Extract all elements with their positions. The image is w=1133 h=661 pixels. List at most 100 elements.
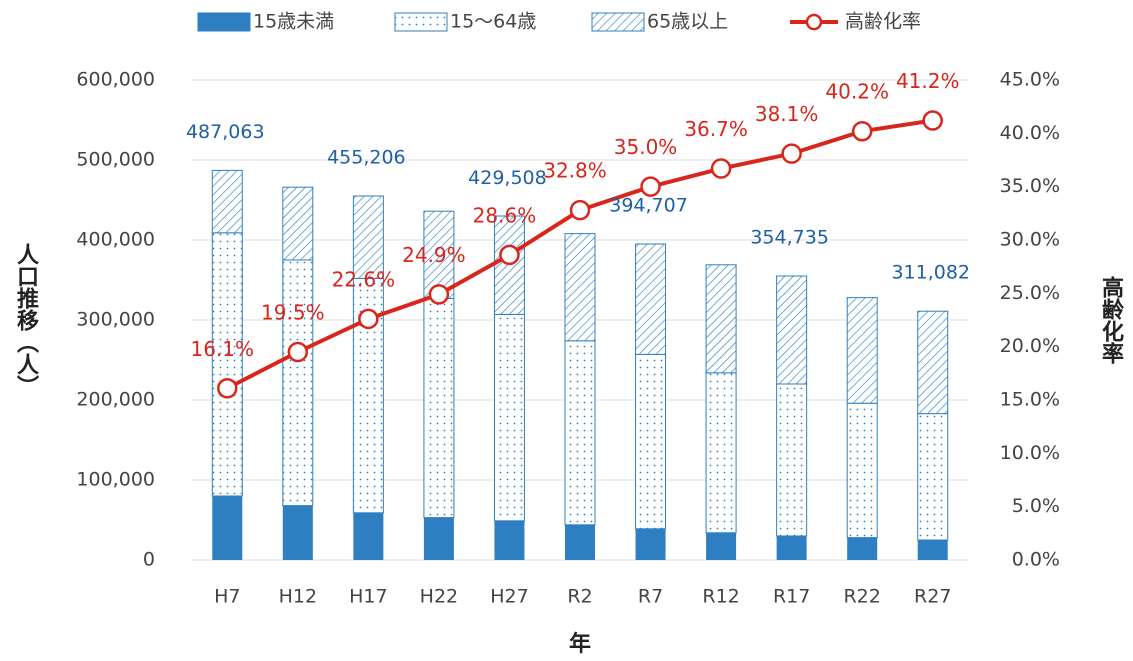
rate-marker bbox=[428, 284, 450, 305]
y-tick-label: 0 bbox=[143, 549, 155, 571]
bar-segment bbox=[282, 505, 313, 560]
x-tick-label: R27 bbox=[914, 586, 951, 608]
rate-marker bbox=[569, 199, 591, 221]
bar-segment bbox=[353, 512, 384, 560]
y2-tick-label: 25.0% bbox=[1000, 282, 1060, 304]
bar-segment bbox=[564, 233, 596, 342]
rate-label: 28.6% bbox=[473, 203, 537, 227]
y2-tick-label: 35.0% bbox=[1000, 175, 1060, 197]
bar-segment bbox=[282, 259, 314, 507]
bar-segment bbox=[635, 353, 667, 530]
bar-segment bbox=[917, 540, 948, 560]
bar-segment bbox=[423, 297, 455, 519]
y2-tick-label: 45.0% bbox=[1000, 69, 1060, 91]
legend-swatch bbox=[394, 12, 448, 32]
bar-segment bbox=[776, 536, 807, 560]
bar-segment bbox=[846, 297, 878, 404]
legend-label: 15歳未満 bbox=[253, 11, 334, 33]
bar-segment bbox=[494, 520, 525, 560]
legend-label: 15～64歳 bbox=[450, 11, 536, 33]
bar-segment bbox=[423, 517, 454, 560]
rate-label: 41.2% bbox=[896, 69, 960, 93]
rate-label: 19.5% bbox=[261, 301, 325, 325]
total-label: 354,735 bbox=[750, 227, 829, 249]
x-tick-label: H22 bbox=[420, 586, 458, 608]
legend-marker bbox=[805, 13, 823, 31]
x-tick-label: H12 bbox=[279, 586, 317, 608]
y2-axis-label: 高齢化率 bbox=[1098, 275, 1124, 364]
legend-swatch bbox=[591, 12, 645, 32]
y2-tick-label: 30.0% bbox=[1000, 229, 1060, 251]
total-label: 311,082 bbox=[891, 262, 970, 284]
x-tick-label: R7 bbox=[638, 586, 663, 608]
bar-segment bbox=[352, 195, 384, 279]
bar-segment bbox=[917, 413, 949, 541]
rate-marker bbox=[640, 176, 661, 197]
rate-marker bbox=[851, 120, 873, 142]
x-tick-label: R12 bbox=[702, 586, 739, 608]
bar-segment bbox=[776, 275, 808, 385]
bar-segment bbox=[282, 186, 314, 261]
x-tick-label: H7 bbox=[214, 586, 240, 608]
bar-segment bbox=[705, 264, 737, 374]
rate-marker bbox=[358, 308, 379, 330]
x-axis-label: 年 bbox=[569, 631, 591, 657]
x-tick-label: H27 bbox=[490, 586, 528, 608]
legend-label: 65歳以上 bbox=[647, 11, 728, 33]
y-tick-label: 600,000 bbox=[76, 69, 155, 91]
x-tick-label: H17 bbox=[349, 586, 387, 608]
x-tick-label: R17 bbox=[773, 586, 810, 608]
y-tick-label: 200,000 bbox=[76, 389, 155, 411]
y-axis-label: 人口推移（人） bbox=[13, 243, 39, 397]
y2-tick-label: 20.0% bbox=[1000, 335, 1060, 357]
rate-marker bbox=[287, 341, 309, 363]
legend-swatch bbox=[197, 12, 251, 32]
bar-segment bbox=[565, 524, 595, 560]
rate-label: 32.8% bbox=[543, 159, 607, 183]
bar-segment bbox=[847, 537, 878, 560]
y2-tick-label: 15.0% bbox=[1000, 389, 1060, 411]
rate-marker bbox=[710, 158, 732, 179]
rate-label: 35.0% bbox=[614, 135, 678, 159]
rate-label: 24.9% bbox=[402, 243, 466, 267]
total-label: 455,206 bbox=[327, 146, 406, 168]
bar-segment bbox=[423, 210, 455, 299]
rate-marker bbox=[499, 244, 520, 266]
bar-segment bbox=[493, 313, 525, 522]
y2-tick-label: 5.0% bbox=[1012, 495, 1060, 517]
y2-tick-label: 0.0% bbox=[1012, 549, 1060, 571]
bar-segment bbox=[635, 243, 667, 355]
rate-label: 40.2% bbox=[825, 80, 889, 104]
legend-label: 高齢化率 bbox=[845, 11, 921, 33]
total-label: 487,063 bbox=[186, 121, 265, 143]
bar-segment bbox=[846, 402, 878, 539]
rate-label: 16.1% bbox=[190, 337, 254, 361]
x-tick-label: R22 bbox=[843, 586, 880, 608]
bar-segment bbox=[212, 496, 243, 560]
bar-segment bbox=[493, 215, 525, 315]
bar-segment bbox=[211, 169, 243, 234]
total-label: 394,707 bbox=[609, 195, 688, 217]
y-tick-label: 100,000 bbox=[76, 469, 155, 491]
rate-marker bbox=[922, 110, 943, 131]
rate-marker bbox=[781, 143, 802, 164]
y-tick-label: 400,000 bbox=[76, 229, 155, 251]
y2-tick-label: 10.0% bbox=[1000, 442, 1060, 464]
rate-marker bbox=[217, 378, 238, 399]
bar-segment bbox=[211, 232, 243, 497]
rate-label: 36.7% bbox=[684, 117, 748, 141]
y-tick-label: 500,000 bbox=[76, 149, 155, 171]
rate-label: 38.1% bbox=[755, 102, 819, 126]
rate-label: 22.6% bbox=[332, 267, 396, 291]
bar-segment bbox=[635, 528, 666, 560]
x-tick-label: R2 bbox=[567, 586, 592, 608]
bar-segment bbox=[706, 532, 737, 560]
bar-segment bbox=[776, 383, 808, 537]
bar-segment bbox=[564, 340, 596, 526]
bar-segment bbox=[705, 372, 737, 534]
bar-segment bbox=[917, 310, 949, 415]
y-tick-label: 300,000 bbox=[76, 309, 155, 331]
y2-tick-label: 40.0% bbox=[1000, 122, 1060, 144]
total-label: 429,508 bbox=[468, 167, 547, 189]
